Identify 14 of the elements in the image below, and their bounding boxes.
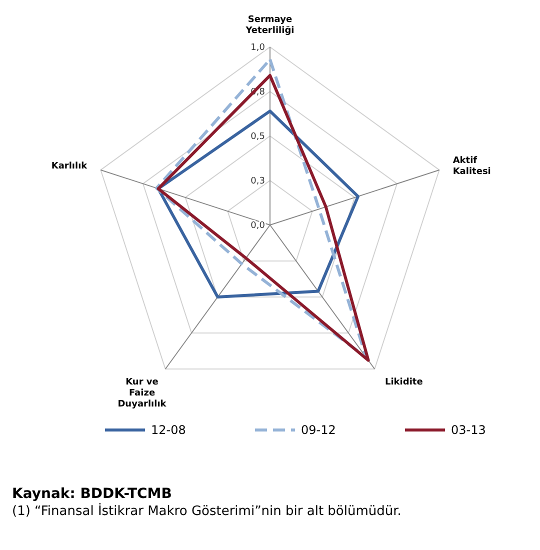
text: Kaynak: BDDK-TCMB <box>12 486 172 502</box>
y-tick-label: 1,0 <box>250 43 266 53</box>
legend-label: 12-08 <box>151 423 186 437</box>
legend-label: 09-12 <box>301 423 336 437</box>
spoke-label: Sermaye Yeterliliği <box>244 14 294 36</box>
spoke-label: Karlılık <box>51 162 88 172</box>
text: (1) “Finansal İstikrar Makro Gösterimi”nin bir alt bölümüdür. <box>12 503 402 519</box>
y-tick-label: 0,3 <box>250 176 265 186</box>
y-tick-label: 0,5 <box>250 132 265 142</box>
spoke-label: Likidite <box>384 378 423 388</box>
legend-label: 03-13 <box>451 423 486 437</box>
y-tick-label: 0,0 <box>250 221 266 231</box>
spoke-label: Aktif Kalitesi <box>452 156 491 178</box>
spoke-label: Kur ve Faize Duyarlılık <box>118 378 168 410</box>
